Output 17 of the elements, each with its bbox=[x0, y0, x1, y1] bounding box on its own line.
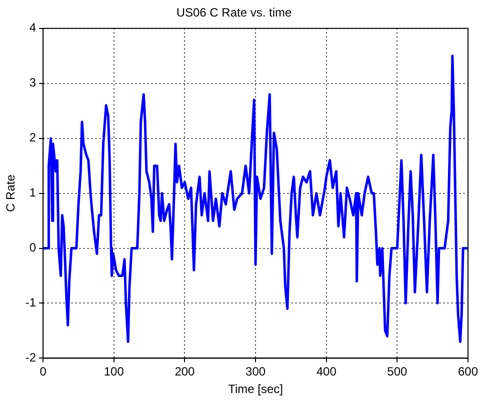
y-axis-title: C Rate bbox=[4, 174, 18, 212]
x-tick-label: 300 bbox=[246, 364, 266, 379]
x-tick-label: 0 bbox=[40, 364, 47, 379]
x-tick-label: 500 bbox=[387, 364, 408, 379]
x-tick-label: 600 bbox=[458, 364, 478, 379]
y-tick-label: -1 bbox=[25, 296, 36, 310]
x-tick-label: 200 bbox=[174, 364, 196, 379]
y-tick-label: 1 bbox=[29, 186, 36, 200]
x-tick-label: 100 bbox=[104, 364, 124, 379]
y-tick-label: 0 bbox=[29, 240, 36, 255]
y-tick-label: 3 bbox=[29, 76, 36, 90]
y-tick-label: 4 bbox=[29, 20, 36, 35]
y-tick-label: -2 bbox=[25, 350, 36, 365]
x-tick-label: 400 bbox=[316, 364, 337, 379]
x-axis-title: Time [sec] bbox=[228, 382, 283, 396]
chart-title: US06 C Rate vs. time bbox=[176, 6, 292, 20]
y-tick-label: 2 bbox=[29, 130, 36, 145]
